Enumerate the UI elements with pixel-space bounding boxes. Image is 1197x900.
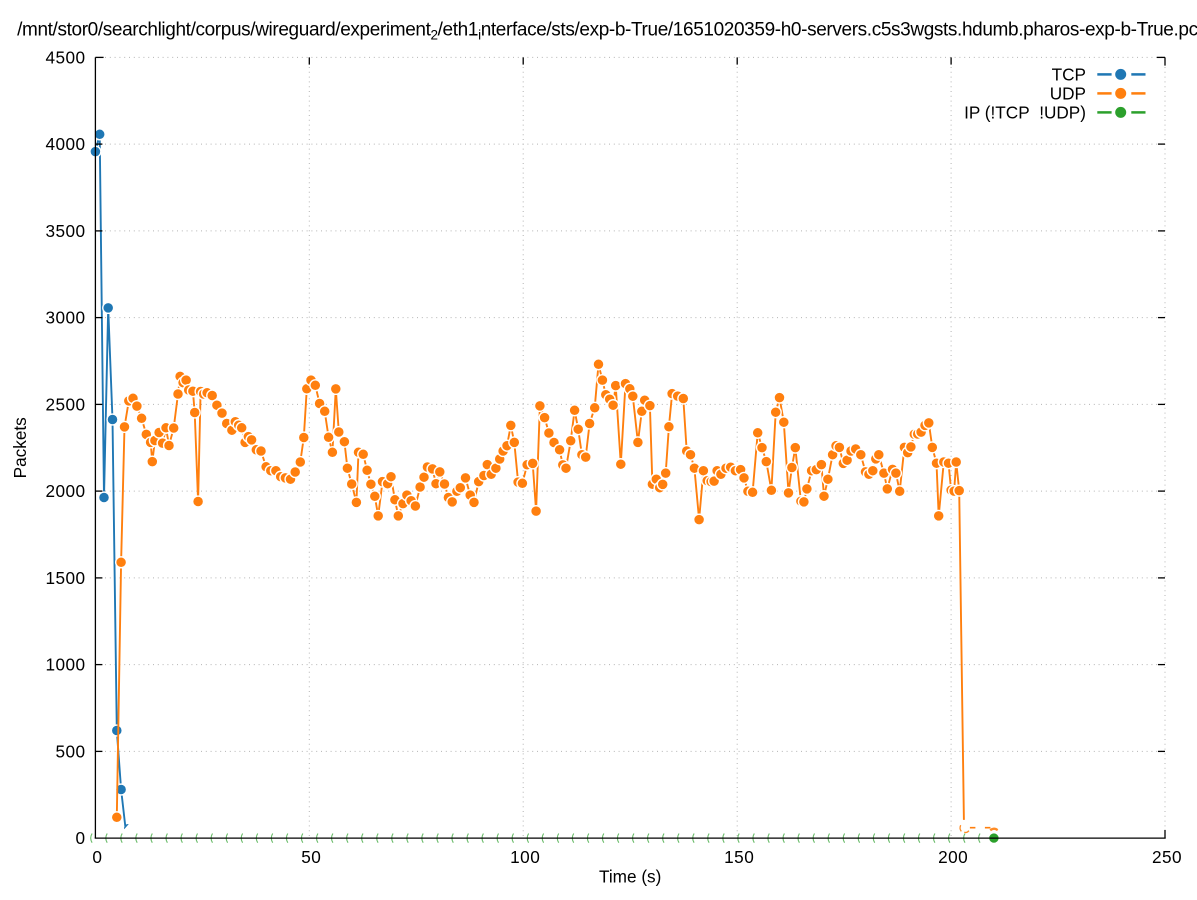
svg-text:3000: 3000 bbox=[45, 308, 85, 328]
svg-text:250: 250 bbox=[1152, 847, 1182, 867]
svg-text:500: 500 bbox=[55, 741, 85, 761]
svg-text:IP (!TCP !UDP): IP (!TCP !UDP) bbox=[964, 102, 1086, 122]
svg-text:100: 100 bbox=[510, 847, 540, 867]
svg-text:UDP: UDP bbox=[1050, 83, 1086, 103]
svg-text:0: 0 bbox=[75, 828, 85, 848]
svg-text:1000: 1000 bbox=[45, 655, 85, 675]
svg-text:200: 200 bbox=[938, 847, 968, 867]
svg-text:4500: 4500 bbox=[45, 47, 85, 67]
svg-text:2500: 2500 bbox=[45, 394, 85, 414]
svg-text:Time (s): Time (s) bbox=[599, 867, 661, 887]
svg-text:0: 0 bbox=[92, 847, 102, 867]
svg-text:TCP: TCP bbox=[1052, 64, 1086, 84]
svg-text:4000: 4000 bbox=[45, 134, 85, 154]
svg-text:/mnt/stor0/searchlight/corpus/: /mnt/stor0/searchlight/corpus/wireguard/… bbox=[17, 20, 1197, 43]
svg-text:1500: 1500 bbox=[45, 568, 85, 588]
svg-text:3500: 3500 bbox=[45, 221, 85, 241]
svg-text:50: 50 bbox=[301, 847, 321, 867]
svg-text:Packets: Packets bbox=[10, 417, 30, 478]
svg-text:2000: 2000 bbox=[45, 481, 85, 501]
svg-text:150: 150 bbox=[724, 847, 754, 867]
